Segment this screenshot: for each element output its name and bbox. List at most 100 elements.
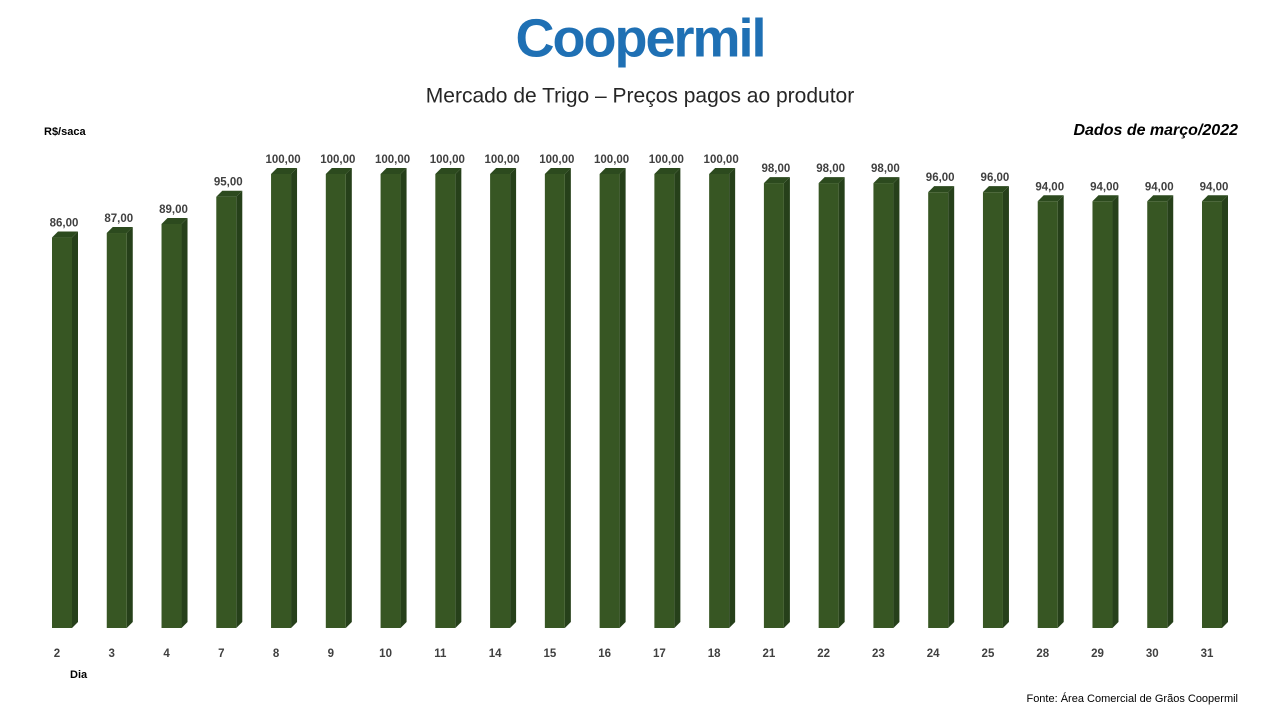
bar-side xyxy=(345,168,352,628)
x-tick-label: 25 xyxy=(982,648,995,660)
x-tick-label: 31 xyxy=(1201,648,1214,660)
value-label: 94,00 xyxy=(1035,181,1064,193)
bar-top xyxy=(1037,195,1064,202)
subtitle: Dados de março/2022 xyxy=(1073,122,1238,139)
value-label: 96,00 xyxy=(981,172,1010,184)
bar-side xyxy=(619,168,626,628)
value-label: 86,00 xyxy=(50,218,79,230)
value-label: 87,00 xyxy=(104,213,133,225)
x-tick-label: 14 xyxy=(489,648,502,660)
bar-side xyxy=(1167,195,1174,629)
bar-side xyxy=(948,186,955,628)
bar xyxy=(928,192,949,628)
bar-top xyxy=(544,168,571,174)
x-tick-label: 17 xyxy=(653,648,666,660)
value-label: 89,00 xyxy=(159,204,188,216)
source: Fonte: Área Comercial de Grãos Coopermil xyxy=(1026,692,1238,705)
bar-side xyxy=(838,177,845,628)
bar-side xyxy=(564,168,571,628)
bar-top xyxy=(928,186,955,193)
bar xyxy=(216,196,237,628)
bar xyxy=(709,174,730,628)
bar-top xyxy=(380,168,407,174)
bar-side xyxy=(455,168,462,628)
value-label: 100,00 xyxy=(320,154,355,166)
value-label: 94,00 xyxy=(1200,181,1229,193)
bar-top xyxy=(818,177,845,184)
bar xyxy=(1092,201,1113,629)
bar-top xyxy=(106,227,133,234)
x-tick-label: 3 xyxy=(109,648,115,660)
bar xyxy=(544,174,565,628)
bar-top xyxy=(709,168,736,174)
value-label: 100,00 xyxy=(704,154,739,166)
value-label: 100,00 xyxy=(649,154,684,166)
value-label: 100,00 xyxy=(430,154,465,166)
bar-side xyxy=(510,168,517,628)
bar-top xyxy=(654,168,681,174)
bar-side xyxy=(1112,195,1119,629)
bar xyxy=(818,183,839,628)
bar xyxy=(380,174,401,628)
x-tick-label: 30 xyxy=(1146,648,1159,660)
bar-top xyxy=(490,168,517,174)
x-tick-label: 22 xyxy=(817,648,830,660)
x-tick-label: 29 xyxy=(1091,648,1104,660)
bar xyxy=(435,174,456,628)
bar-top xyxy=(1092,195,1119,202)
bar xyxy=(325,174,346,628)
bar xyxy=(490,174,511,628)
bar-top xyxy=(271,168,298,174)
value-label: 95,00 xyxy=(214,177,243,189)
logo: Coopermil xyxy=(515,8,764,68)
value-label: 98,00 xyxy=(762,163,791,175)
x-tick-label: 24 xyxy=(927,648,940,660)
value-label: 100,00 xyxy=(539,154,574,166)
x-tick-label: 21 xyxy=(763,648,776,660)
bar xyxy=(161,223,182,628)
x-tick-label: 7 xyxy=(218,648,224,660)
x-tick-label: 15 xyxy=(543,648,556,660)
value-label: 98,00 xyxy=(816,163,845,175)
x-tick-label: 8 xyxy=(273,648,280,660)
value-label: 100,00 xyxy=(485,154,520,166)
bar-top xyxy=(435,168,462,174)
bar xyxy=(1202,201,1222,629)
x-tick-label: 23 xyxy=(872,648,885,660)
bar-top xyxy=(763,177,790,184)
chart-title: Mercado de Trigo – Preços pagos ao produ… xyxy=(426,85,854,108)
bar-top xyxy=(982,186,1009,193)
bar-top xyxy=(52,231,78,238)
bar-top xyxy=(1202,195,1228,202)
bar xyxy=(654,174,675,628)
bar-top xyxy=(325,168,352,174)
bar-side xyxy=(729,168,736,628)
x-tick-label: 9 xyxy=(328,648,334,660)
value-label: 100,00 xyxy=(265,154,300,166)
value-label: 94,00 xyxy=(1090,181,1119,193)
value-label: 100,00 xyxy=(375,154,410,166)
bar-top xyxy=(1147,195,1174,202)
x-axis-label: Dia xyxy=(70,669,88,681)
bar xyxy=(271,174,292,628)
bar-side xyxy=(1057,195,1064,629)
bar-side xyxy=(400,168,407,628)
bar-side xyxy=(126,227,133,628)
bar xyxy=(1037,201,1058,629)
x-tick-label: 10 xyxy=(379,648,392,660)
value-label: 94,00 xyxy=(1145,181,1174,193)
x-tick-label: 2 xyxy=(54,648,60,660)
x-tick-label: 16 xyxy=(598,648,611,660)
x-tick-label: 4 xyxy=(163,648,170,660)
bar-top xyxy=(873,177,900,184)
x-tick-label: 28 xyxy=(1036,648,1049,660)
bar-side xyxy=(674,168,681,628)
bar-side xyxy=(236,190,243,628)
bar xyxy=(52,237,72,628)
bar xyxy=(1147,201,1168,629)
bar xyxy=(599,174,620,628)
bar-side xyxy=(291,168,298,628)
x-tick-label: 18 xyxy=(708,648,721,660)
bar-side xyxy=(893,177,900,628)
